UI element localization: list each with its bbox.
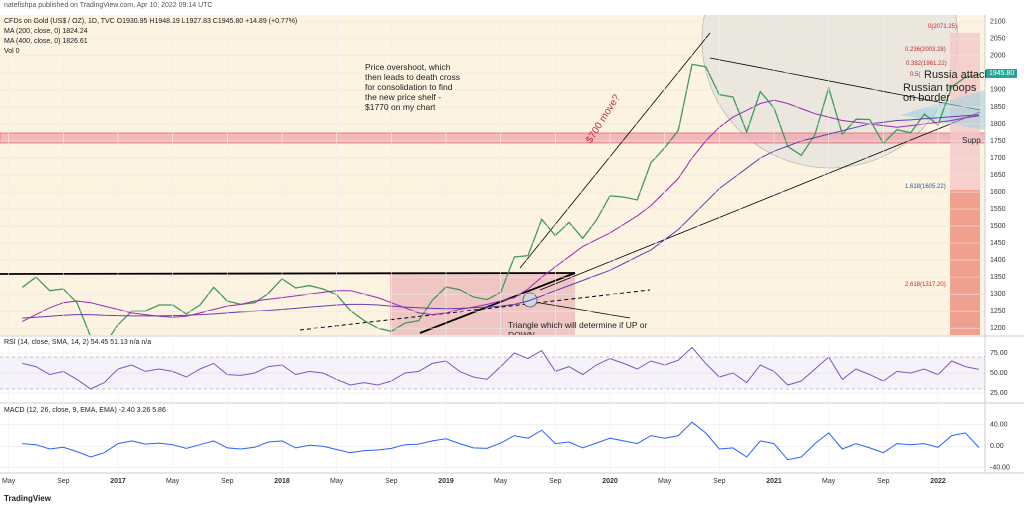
x-tick-label: May	[330, 478, 344, 485]
y-tick-label: 0.00	[990, 443, 1004, 450]
y-tick-label: 2100	[990, 19, 1006, 26]
y-tick-label: 1700	[990, 155, 1006, 162]
x-tick-label: 2021	[766, 478, 782, 485]
triangle-top	[709, 57, 981, 111]
y-tick-label: 1900	[990, 87, 1006, 94]
move-line	[519, 32, 711, 269]
publisher: natefishpa published on TradingView.com,…	[4, 2, 213, 9]
x-tick-label: 2022	[930, 478, 946, 485]
rsi-title: RSI (14, close, SMA, 14, 2) 54.45 51.13 …	[4, 339, 152, 346]
legend-ma400: MA (400, close, 0) 1826.61	[4, 38, 88, 45]
y-tick-label: 1800	[990, 121, 1006, 128]
y-tick-label: 40.00	[990, 422, 1008, 429]
support-band	[0, 132, 985, 144]
y-tick-label: -40.00	[990, 465, 1010, 472]
price-tag: 1945.80	[986, 69, 1018, 78]
x-tick-label: Sep	[385, 478, 398, 485]
y-tick-label: 1550	[990, 206, 1006, 213]
x-tick-label: 2020	[602, 478, 618, 485]
y-tick-label: 1650	[990, 172, 1006, 179]
x-tick-label: 2017	[110, 478, 126, 485]
x-tick-label: Sep	[221, 478, 234, 485]
note: Supp	[962, 136, 981, 145]
x-tick-label: 2019	[438, 478, 454, 485]
note: Triangle which will determine if UP or D…	[508, 320, 648, 335]
band-fill	[0, 357, 985, 389]
fib-label: 1.618(1605.22)	[905, 184, 946, 190]
footer: TradingView	[4, 494, 51, 503]
fib-label: 0.5(	[910, 72, 921, 78]
fib-label: 0.382(1961.22)	[906, 61, 947, 67]
fib-label: 2.618(1317.20)	[905, 282, 946, 288]
x-tick-label: May	[658, 478, 672, 485]
x-tick-label: Sep	[549, 478, 562, 485]
triangle-fill	[900, 90, 985, 130]
y-tick-label: 1200	[990, 325, 1006, 332]
note: Price overshoot, which then leads to dea…	[365, 62, 460, 112]
y-tick-label: 1300	[990, 291, 1006, 298]
y-tick-label: 1750	[990, 138, 1006, 145]
legend-ma200: MA (200, close, 0) 1824.24	[4, 28, 88, 35]
x-tick-label: Sep	[713, 478, 726, 485]
legend-vol: Vol 0	[4, 48, 20, 55]
y-tick-label: 50.00	[990, 370, 1008, 377]
y-tick-label: 75.00	[990, 350, 1008, 357]
y-tick-label: 1350	[990, 274, 1006, 281]
x-tick-label: Sep	[57, 478, 70, 485]
y-tick-label: 2000	[990, 53, 1006, 60]
y-tick-label: 1250	[990, 308, 1006, 315]
x-tick-label: May	[494, 478, 508, 485]
x-tick-label: May	[2, 478, 16, 485]
fib-label: 0(2071.25)	[928, 24, 958, 30]
y-tick-label: 1400	[990, 257, 1006, 264]
x-tick-label: May	[166, 478, 180, 485]
x-tick-label: Sep	[877, 478, 890, 485]
line-series	[22, 421, 980, 461]
symbol: CFDs on Gold (US$ / OZ), 1D, TVC O1930.9…	[4, 18, 298, 25]
y-tick-label: 25.00	[990, 390, 1008, 397]
y-tick-label: 2050	[990, 36, 1006, 43]
arrow	[539, 302, 631, 319]
note: Russia attack	[924, 69, 991, 81]
resistance-line	[0, 272, 576, 275]
x-tick-label: 2018	[274, 478, 290, 485]
note: Russian troops on border	[903, 83, 977, 103]
fib-box-low	[950, 190, 980, 335]
fib-label: 0.236(2003.28)	[905, 47, 946, 53]
y-tick-label: 1450	[990, 240, 1006, 247]
x-tick-label: May	[822, 478, 836, 485]
y-tick-label: 1850	[990, 104, 1006, 111]
y-tick-label: 1600	[990, 189, 1006, 196]
y-tick-label: 1500	[990, 223, 1006, 230]
macd-title: MACD (12, 26, close, 9, EMA, EMA) -2.40 …	[4, 407, 166, 414]
dashed-line	[299, 289, 651, 331]
